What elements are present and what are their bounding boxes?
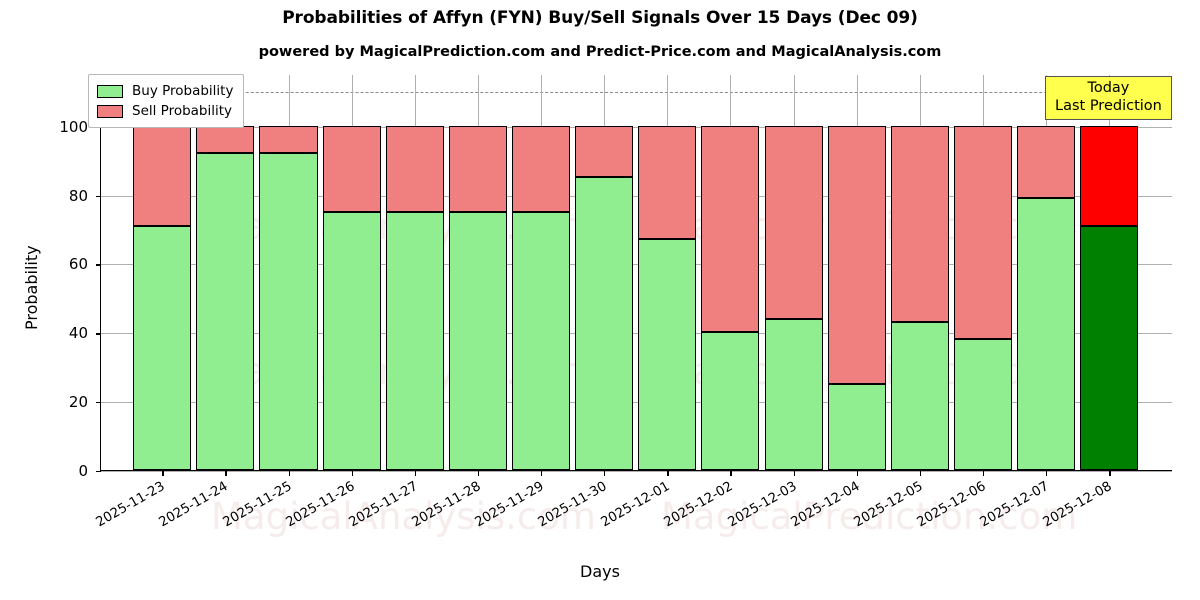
y-gridline (101, 402, 1172, 404)
x-tick-mark (288, 471, 290, 476)
y-tick-mark (96, 402, 101, 404)
x-tick-mark (541, 471, 543, 476)
bar-2025-11-26[interactable] (322, 125, 381, 470)
sell-segment[interactable] (575, 125, 634, 178)
legend-swatch-sell (97, 104, 123, 118)
bar-2025-11-30[interactable] (575, 125, 634, 470)
legend-item-sell: Sell Probability (97, 101, 233, 121)
y-tick-mark (96, 264, 101, 266)
y-tick-label: 0 (78, 462, 88, 480)
x-tick-mark (793, 471, 795, 476)
bar-2025-11-25[interactable] (259, 125, 318, 470)
sell-segment[interactable] (1017, 125, 1076, 198)
x-tick-mark (604, 471, 606, 476)
chart-title: Probabilities of Affyn (FYN) Buy/Sell Si… (282, 8, 918, 28)
x-tick-mark (414, 471, 417, 476)
legend-label-sell: Sell Probability (132, 103, 233, 119)
sell-segment[interactable] (1080, 125, 1139, 226)
sell-segment[interactable] (638, 125, 697, 240)
y-tick-label: 60 (68, 255, 88, 274)
x-tick-mark (162, 471, 164, 476)
buy-segment[interactable] (511, 211, 571, 470)
x-tick-mark (982, 471, 985, 476)
bar-2025-12-05[interactable] (890, 125, 949, 470)
legend-label-buy: Buy Probability (132, 83, 234, 99)
sell-segment[interactable] (701, 125, 760, 333)
sell-segment[interactable] (511, 125, 571, 212)
y-tick-label: 40 (68, 324, 88, 343)
buy-segment[interactable] (701, 332, 760, 470)
buy-segment[interactable] (827, 383, 886, 470)
buy-segment[interactable] (890, 321, 949, 470)
bar-2025-11-27[interactable] (385, 125, 444, 470)
chart-legend: Buy Probability Sell Probability (88, 74, 245, 128)
bar-2025-11-23[interactable] (133, 125, 192, 470)
buy-segment[interactable] (133, 225, 192, 470)
y-tick-label: 100 (59, 117, 88, 136)
x-tick-mark (1109, 471, 1111, 476)
y-tick-mark (96, 471, 101, 473)
x-tick-mark (1046, 471, 1048, 476)
sell-segment[interactable] (385, 125, 444, 212)
sell-segment[interactable] (259, 125, 318, 154)
bar-2025-12-03[interactable] (764, 125, 823, 470)
bar-2025-11-28[interactable] (448, 125, 507, 470)
x-tick-mark (667, 471, 669, 476)
sell-segment[interactable] (133, 125, 192, 226)
today-line-1: Today (1087, 80, 1130, 96)
buy-segment[interactable] (448, 211, 507, 470)
bar-2025-11-29[interactable] (511, 125, 571, 470)
buy-segment[interactable] (196, 153, 255, 470)
bar-2025-12-01[interactable] (638, 125, 697, 470)
bar-2025-12-08[interactable] (1080, 125, 1139, 470)
x-tick-mark (351, 471, 353, 476)
x-axis-label: Days (580, 562, 620, 581)
sell-segment[interactable] (322, 125, 381, 212)
y-tick-mark (96, 333, 101, 335)
buy-segment[interactable] (259, 153, 318, 470)
reference-line (101, 92, 1172, 94)
sell-segment[interactable] (196, 125, 255, 154)
y-gridline (101, 471, 1172, 472)
buy-segment[interactable] (638, 239, 697, 470)
buy-segment[interactable] (1017, 197, 1076, 470)
today-annotation: Today Last Prediction (1045, 76, 1172, 121)
bar-2025-12-07[interactable] (1017, 125, 1076, 470)
y-gridline (101, 195, 1172, 197)
bar-2025-12-06[interactable] (953, 125, 1012, 470)
sell-segment[interactable] (764, 125, 823, 319)
x-tick-mark (919, 471, 922, 476)
y-tick-label: 20 (68, 393, 88, 412)
plot-area: MagicalAnalysis.com MagicalPrediction.com… (59, 75, 1172, 538)
y-gridline (101, 264, 1172, 266)
sell-segment[interactable] (953, 125, 1012, 340)
y-tick-mark (96, 195, 101, 197)
buy-segment[interactable] (1080, 225, 1139, 470)
y-gridline (101, 333, 1172, 335)
chart-subtitle: powered by MagicalPrediction.com and Pre… (258, 44, 942, 60)
sell-segment[interactable] (890, 125, 949, 322)
buy-segment[interactable] (575, 177, 634, 470)
x-tick-mark (225, 471, 227, 476)
buy-segment[interactable] (953, 339, 1012, 470)
y-tick-label: 80 (68, 186, 88, 205)
buy-segment[interactable] (385, 211, 444, 470)
buy-segment[interactable] (764, 318, 823, 470)
today-line-2: Last Prediction (1055, 97, 1162, 114)
x-tick-mark (477, 471, 480, 476)
legend-swatch-buy (97, 84, 123, 98)
y-gridline (101, 126, 1172, 128)
legend-item-buy: Buy Probability (97, 81, 233, 101)
bar-2025-12-04[interactable] (827, 125, 886, 470)
sell-segment[interactable] (827, 125, 886, 384)
x-tick-mark (730, 471, 732, 476)
sell-segment[interactable] (448, 125, 507, 212)
bar-2025-11-24[interactable] (196, 125, 255, 470)
buy-segment[interactable] (322, 211, 381, 470)
bar-2025-12-02[interactable] (701, 125, 760, 470)
x-tick-mark (856, 471, 858, 476)
